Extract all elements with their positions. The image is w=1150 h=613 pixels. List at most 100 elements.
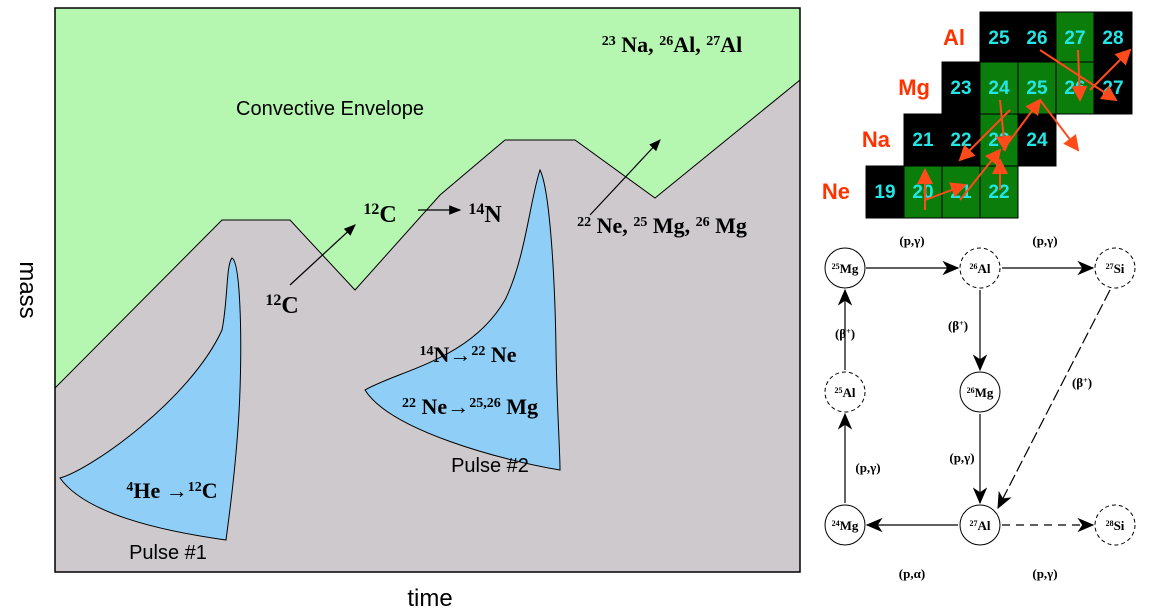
mass-number: 19 xyxy=(874,182,895,203)
text-segment: (β xyxy=(835,326,846,341)
mass-number: 27 xyxy=(1102,78,1123,99)
superscript: 14 xyxy=(419,344,433,359)
mass-number: 25 xyxy=(988,28,1010,49)
nuclide-cell xyxy=(903,113,943,167)
reaction-label: (p,γ) xyxy=(855,460,880,475)
text-segment: (p,γ) xyxy=(1032,566,1057,581)
mass-number: 28 xyxy=(1102,28,1123,49)
text-segment: Al xyxy=(720,32,742,57)
text-segment: N xyxy=(484,202,502,228)
superscript: 22 xyxy=(471,344,485,359)
text-segment: Ne xyxy=(485,342,516,367)
element-label: Na xyxy=(862,127,891,152)
text-segment: (p,α) xyxy=(899,566,925,581)
superscript: 22 xyxy=(577,215,591,230)
reaction-arrow xyxy=(924,182,967,201)
superscript: 12 xyxy=(363,201,379,218)
text-segment: → xyxy=(447,394,469,419)
superscript: 27 xyxy=(1106,262,1114,271)
label: 4He →12C xyxy=(126,478,217,503)
nucleus xyxy=(1094,247,1136,289)
superscript: 23 xyxy=(602,34,616,49)
nucleus xyxy=(824,504,866,546)
superscript: + xyxy=(959,319,964,328)
superscript: + xyxy=(1083,376,1088,385)
superscript: 25 xyxy=(832,262,840,271)
nuclide-cell xyxy=(941,61,981,115)
pulse-2 xyxy=(364,168,561,471)
mass-number: 24 xyxy=(1026,130,1048,151)
element-label: Ne xyxy=(822,179,850,204)
text-segment: Mg, xyxy=(647,213,695,238)
reaction-label: (β+) xyxy=(835,326,855,341)
nucleus xyxy=(959,504,1001,546)
label: 14N→22 Ne xyxy=(419,342,516,367)
superscript: 12 xyxy=(265,292,281,309)
text-segment: Al xyxy=(843,385,856,400)
text-segment: Na, xyxy=(616,32,659,57)
text-segment: Ne xyxy=(416,394,447,419)
label: Pulse #2 xyxy=(451,455,529,477)
text-segment: C xyxy=(281,293,298,319)
superscript: 26 xyxy=(696,215,710,230)
mass-number: 24 xyxy=(988,78,1010,99)
mass-number: 23 xyxy=(950,78,971,99)
text-segment: C xyxy=(379,202,396,228)
text-segment: Al xyxy=(978,518,991,533)
mass-number: 25 xyxy=(1026,78,1048,99)
text-segment: Si xyxy=(1114,518,1125,533)
reaction-label: (β+) xyxy=(1072,375,1092,390)
text-segment: (β xyxy=(1072,375,1083,390)
superscript: 24 xyxy=(832,519,840,528)
mass-number: 20 xyxy=(912,182,933,203)
text-segment: Pulse #2 xyxy=(451,455,529,477)
nucleus-label: 26Mg xyxy=(967,385,994,400)
text-segment: Mg xyxy=(710,213,747,238)
label: 12C xyxy=(363,201,396,229)
nuclide-cell xyxy=(1017,61,1057,115)
text-segment: (p,γ) xyxy=(949,450,974,465)
nuclide-cell xyxy=(865,165,905,219)
superscript: 28 xyxy=(1106,519,1114,528)
superscript: 26 xyxy=(970,262,978,271)
superscript: 25,26 xyxy=(469,396,501,411)
text-segment: → xyxy=(449,342,471,367)
pulse-1 xyxy=(59,257,242,541)
superscript: 4 xyxy=(126,480,133,495)
text-segment: (p,γ) xyxy=(1032,233,1057,248)
mass-number: 22 xyxy=(950,130,971,151)
text-segment: Mg xyxy=(840,518,859,533)
nucleus-label: 27Al xyxy=(970,518,991,533)
nucleus-label: 25Mg xyxy=(832,261,859,276)
superscript: 22 xyxy=(402,396,416,411)
label: 23 Na, 26Al, 27Al xyxy=(602,32,742,57)
reaction-label: (p,γ) xyxy=(899,233,924,248)
text-segment: He xyxy=(133,478,165,503)
text-segment: (β xyxy=(948,318,959,333)
reaction-label: (p,γ) xyxy=(1032,566,1057,581)
y-axis-label: mass xyxy=(14,261,41,318)
text-segment: (p,γ) xyxy=(899,233,924,248)
text-segment: Ne, xyxy=(591,213,633,238)
nucleus-label: 27Si xyxy=(1106,261,1125,276)
nucleus xyxy=(1094,504,1136,546)
reaction-label: (p,γ) xyxy=(949,450,974,465)
element-label: Mg xyxy=(898,75,930,100)
text-segment: C xyxy=(202,478,218,503)
reaction-arrow xyxy=(1039,99,1080,152)
reaction-arrow xyxy=(995,99,1012,152)
label: Pulse #1 xyxy=(129,542,207,564)
text-segment: Mg xyxy=(501,394,538,419)
mass-number: 26 xyxy=(1026,28,1047,49)
superscript: 26 xyxy=(659,34,673,49)
text-segment: ) xyxy=(851,326,855,341)
text-segment: Mg xyxy=(975,385,994,400)
x-axis-label: time xyxy=(407,585,452,612)
text-segment: Pulse #1 xyxy=(129,542,207,564)
nucleus xyxy=(824,371,866,413)
text-segment: Convective Envelope xyxy=(236,98,424,120)
